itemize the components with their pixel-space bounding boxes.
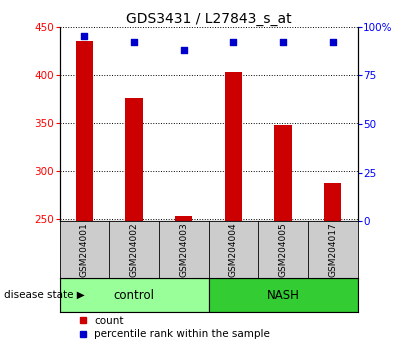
Bar — [175, 216, 192, 221]
Bar — [60, 278, 209, 313]
Bar — [225, 72, 242, 221]
Title: GDS3431 / L27843_s_at: GDS3431 / L27843_s_at — [126, 12, 291, 25]
Bar — [275, 125, 292, 221]
Bar — [324, 183, 342, 221]
Legend: count, percentile rank within the sample: count, percentile rank within the sample — [80, 316, 270, 339]
Text: GSM204003: GSM204003 — [179, 222, 188, 277]
Text: disease state ▶: disease state ▶ — [4, 290, 85, 300]
Text: GSM204002: GSM204002 — [129, 222, 139, 277]
Bar — [76, 41, 93, 221]
Point — [280, 39, 286, 45]
Text: GSM204001: GSM204001 — [80, 222, 89, 277]
Point — [180, 47, 187, 53]
Bar — [125, 98, 143, 221]
Point — [81, 33, 88, 39]
Text: GSM204005: GSM204005 — [279, 222, 288, 277]
Text: control: control — [113, 289, 155, 302]
Text: GSM204017: GSM204017 — [328, 222, 337, 277]
Point — [230, 39, 237, 45]
Bar — [208, 278, 358, 313]
Point — [131, 39, 137, 45]
Text: GSM204004: GSM204004 — [229, 222, 238, 277]
Point — [330, 39, 336, 45]
Text: NASH: NASH — [267, 289, 300, 302]
